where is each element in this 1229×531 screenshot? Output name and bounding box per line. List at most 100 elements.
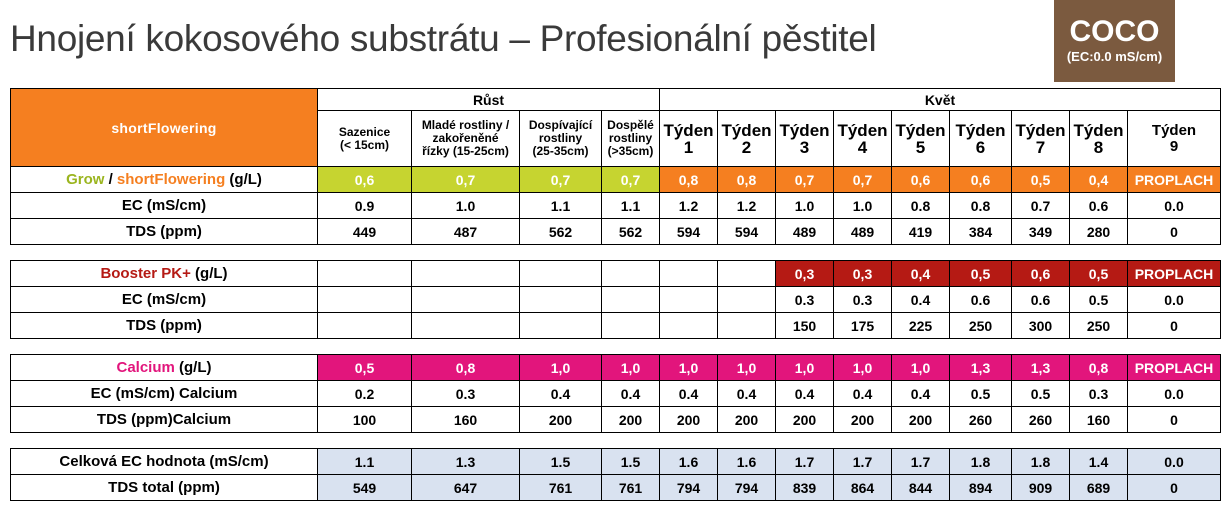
value-cell: 1,0 bbox=[659, 354, 718, 381]
dose-label: Booster PK+ (g/L) bbox=[10, 260, 318, 287]
value-cell: 0,5 bbox=[1011, 166, 1070, 193]
value-cell: 0.4 bbox=[775, 380, 834, 407]
week-header: Týden 6 bbox=[949, 110, 1012, 167]
value-cell: 689 bbox=[1069, 474, 1128, 501]
dose-label: Grow / shortFlowering (g/L) bbox=[10, 166, 318, 193]
value-cell: 0.3 bbox=[1069, 380, 1128, 407]
value-cell: 549 bbox=[317, 474, 412, 501]
value-cell: 1,0 bbox=[519, 354, 602, 381]
value-cell: 0.4 bbox=[891, 380, 950, 407]
value-cell: 0,5 bbox=[1069, 260, 1128, 287]
table-row: EC (mS/cm) 0.9 1.0 1.1 1.1 1.2 1.2 1.0 1.0 0.8 0.8… bbox=[10, 192, 1221, 219]
value-cell: 1.6 bbox=[659, 448, 718, 475]
value-cell: 0.4 bbox=[601, 380, 660, 407]
value-cell: 1.5 bbox=[601, 448, 660, 475]
value-cell: 0 bbox=[1127, 406, 1221, 433]
value-cell: 0 bbox=[1127, 218, 1221, 245]
value-cell: 200 bbox=[659, 406, 718, 433]
value-cell: 0.6 bbox=[949, 286, 1012, 313]
value-cell: 200 bbox=[601, 406, 660, 433]
value-cell: 909 bbox=[1011, 474, 1070, 501]
value-cell: 0.8 bbox=[949, 192, 1012, 219]
value-cell: 175 bbox=[833, 312, 892, 339]
total-label: Celková EC hodnota (mS/cm) bbox=[10, 448, 318, 475]
growth-header: Růst bbox=[317, 88, 660, 111]
value-cell bbox=[601, 260, 660, 287]
value-cell bbox=[659, 312, 718, 339]
value-cell: 1.6 bbox=[717, 448, 776, 475]
value-cell: 0.5 bbox=[1011, 380, 1070, 407]
row-label: TDS (ppm)Calcium bbox=[10, 406, 318, 433]
value-cell: 0.3 bbox=[775, 286, 834, 313]
value-cell: 0.5 bbox=[949, 380, 1012, 407]
stage-header: Dospělé rostliny (>35cm) bbox=[601, 110, 660, 167]
dose-label-part: Grow bbox=[66, 171, 105, 188]
value-cell: 1.8 bbox=[949, 448, 1012, 475]
value-cell: 260 bbox=[949, 406, 1012, 433]
value-cell: 0.4 bbox=[659, 380, 718, 407]
value-cell bbox=[317, 286, 412, 313]
value-cell: 0,3 bbox=[833, 260, 892, 287]
badge-sub: (EC:0.0 mS/cm) bbox=[1066, 49, 1163, 64]
value-cell: 1,0 bbox=[601, 354, 660, 381]
value-cell: 0,7 bbox=[833, 166, 892, 193]
value-cell: 0,6 bbox=[949, 166, 1012, 193]
value-cell: 839 bbox=[775, 474, 834, 501]
value-cell: 150 bbox=[775, 312, 834, 339]
value-cell bbox=[659, 286, 718, 313]
value-cell: 0.4 bbox=[717, 380, 776, 407]
value-cell: 647 bbox=[411, 474, 520, 501]
value-cell: 0.5 bbox=[1069, 286, 1128, 313]
value-cell bbox=[601, 286, 660, 313]
value-cell: 100 bbox=[317, 406, 412, 433]
value-cell: 0.4 bbox=[519, 380, 602, 407]
value-cell bbox=[411, 312, 520, 339]
value-cell: 225 bbox=[891, 312, 950, 339]
value-cell: 1,0 bbox=[891, 354, 950, 381]
value-cell: 1.1 bbox=[519, 192, 602, 219]
brand-cell: shortFlowering bbox=[10, 88, 318, 167]
row-label: TDS (ppm) bbox=[10, 218, 318, 245]
value-cell bbox=[411, 260, 520, 287]
value-cell: 1.2 bbox=[659, 192, 718, 219]
value-cell: 0,4 bbox=[891, 260, 950, 287]
value-cell: 0,7 bbox=[519, 166, 602, 193]
week-header: Týden 2 bbox=[717, 110, 776, 167]
table-row: Booster PK+ (g/L) 0,3 0,3 0,4 0,5 0,6 0,5 PROPL… bbox=[10, 260, 1221, 287]
value-cell: 1,0 bbox=[775, 354, 834, 381]
row-label: EC (mS/cm) bbox=[10, 192, 318, 219]
value-cell: 562 bbox=[601, 218, 660, 245]
value-cell: 0,8 bbox=[1069, 354, 1128, 381]
value-cell: 0.3 bbox=[833, 286, 892, 313]
week-header: Týden 8 bbox=[1069, 110, 1128, 167]
table-row: TDS (ppm)Calcium 100 160 200 200 200 200 200 200… bbox=[10, 406, 1221, 433]
value-cell: 449 bbox=[317, 218, 412, 245]
value-cell bbox=[717, 260, 776, 287]
value-cell: 200 bbox=[833, 406, 892, 433]
value-cell: 0,5 bbox=[949, 260, 1012, 287]
value-cell: 260 bbox=[1011, 406, 1070, 433]
week-header: Týden 1 bbox=[659, 110, 718, 167]
value-cell: 844 bbox=[891, 474, 950, 501]
value-cell: PROPLACH bbox=[1127, 354, 1221, 381]
value-cell: 0,4 bbox=[1069, 166, 1128, 193]
value-cell: 0.9 bbox=[317, 192, 412, 219]
value-cell: 0,8 bbox=[411, 354, 520, 381]
value-cell: 594 bbox=[659, 218, 718, 245]
value-cell: 250 bbox=[1069, 312, 1128, 339]
value-cell bbox=[717, 286, 776, 313]
value-cell: 200 bbox=[519, 406, 602, 433]
dose-label-part: Calcium bbox=[116, 359, 175, 376]
value-cell: 0.0 bbox=[1127, 192, 1221, 219]
value-cell bbox=[519, 312, 602, 339]
value-cell: 1,3 bbox=[949, 354, 1012, 381]
value-cell: 894 bbox=[949, 474, 1012, 501]
value-cell: 384 bbox=[949, 218, 1012, 245]
value-cell: 0.0 bbox=[1127, 380, 1221, 407]
value-cell: 0.4 bbox=[891, 286, 950, 313]
value-cell: 160 bbox=[411, 406, 520, 433]
dose-label-part: (g/L) bbox=[225, 171, 262, 188]
value-cell bbox=[659, 260, 718, 287]
value-cell: 1,3 bbox=[1011, 354, 1070, 381]
value-cell: 0.2 bbox=[317, 380, 412, 407]
